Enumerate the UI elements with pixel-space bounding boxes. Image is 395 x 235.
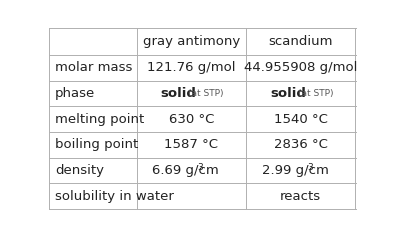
Text: 1540 °C: 1540 °C [274, 113, 327, 126]
Text: melting point: melting point [55, 113, 144, 126]
Text: solid: solid [160, 87, 196, 100]
Text: 121.76 g/mol: 121.76 g/mol [147, 61, 235, 74]
Text: reacts: reacts [280, 190, 321, 203]
Text: solid: solid [270, 87, 306, 100]
Text: 44.955908 g/mol: 44.955908 g/mol [244, 61, 357, 74]
Text: molar mass: molar mass [55, 61, 132, 74]
Text: gray antimony: gray antimony [143, 35, 240, 48]
Text: 3: 3 [307, 163, 312, 172]
Text: phase: phase [55, 87, 95, 100]
Text: 2836 °C: 2836 °C [274, 138, 327, 151]
Text: (at STP): (at STP) [188, 89, 224, 98]
Text: density: density [55, 164, 104, 177]
Text: 3: 3 [198, 163, 203, 172]
Text: 6.69 g/cm: 6.69 g/cm [152, 164, 219, 177]
Text: 2.99 g/cm: 2.99 g/cm [262, 164, 329, 177]
Text: boiling point: boiling point [55, 138, 138, 151]
Text: solubility in water: solubility in water [55, 190, 174, 203]
Text: scandium: scandium [269, 35, 333, 48]
Text: 630 °C: 630 °C [169, 113, 214, 126]
Text: (at STP): (at STP) [298, 89, 333, 98]
Text: 1587 °C: 1587 °C [164, 138, 218, 151]
